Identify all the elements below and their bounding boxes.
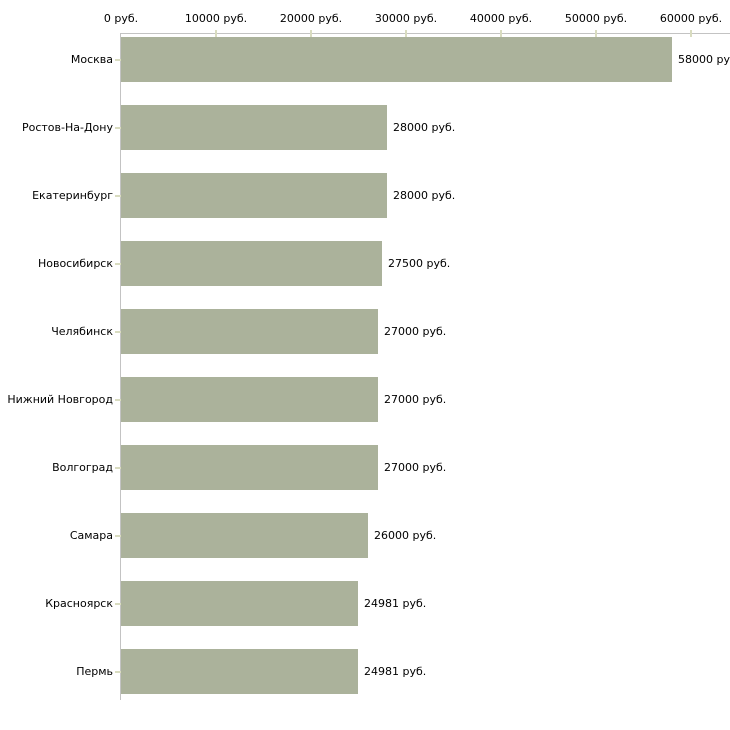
category-label: Самара (69, 529, 113, 542)
category-label: Волгоград (52, 461, 113, 474)
bar (121, 241, 382, 286)
x-axis-tick-label: 0 руб. (103, 12, 139, 25)
bar-row: Красноярск 24981 руб. (0, 581, 730, 626)
category-label: Нижний Новгород (7, 393, 113, 406)
bar (121, 513, 368, 558)
category-tick-mark (115, 331, 121, 333)
bar-value-label: 24981 руб. (364, 665, 427, 678)
category-tick-mark (115, 59, 121, 61)
bar (121, 37, 672, 82)
bar-row: Нижний Новгород 27000 руб. (0, 377, 730, 422)
x-axis-tick-label: 20000 руб. (279, 12, 343, 25)
category-tick-mark (115, 535, 121, 537)
category-label: Челябинск (51, 325, 113, 338)
bar-value-label: 58000 руб. (678, 53, 730, 66)
bar-value-label: 27500 руб. (388, 257, 451, 270)
category-tick-mark (115, 671, 121, 673)
x-axis-tick-label: 50000 руб. (564, 12, 628, 25)
x-axis-tick-label: 40000 руб. (469, 12, 533, 25)
x-axis-tick-mark (405, 30, 407, 37)
category-tick-mark (115, 127, 121, 129)
x-axis-tick-mark (595, 30, 597, 37)
bar (121, 377, 378, 422)
bar-row: Челябинск 27000 руб. (0, 309, 730, 354)
bar-row: Москва 58000 руб. (0, 37, 730, 82)
bar-row: Новосибирск 27500 руб. (0, 241, 730, 286)
bar-value-label: 27000 руб. (384, 393, 447, 406)
x-axis-tick-mark (690, 30, 692, 37)
category-tick-mark (115, 263, 121, 265)
bar-row: Пермь 24981 руб. (0, 649, 730, 694)
x-axis-tick-label: 60000 руб. (659, 12, 723, 25)
bar-value-label: 27000 руб. (384, 325, 447, 338)
category-tick-mark (115, 467, 121, 469)
x-axis-line (120, 33, 730, 34)
y-axis-line (120, 33, 121, 700)
category-label: Новосибирск (37, 257, 113, 270)
category-tick-mark (115, 603, 121, 605)
bar-row: Екатеринбург 28000 руб. (0, 173, 730, 218)
x-axis-tick-mark (310, 30, 312, 37)
x-axis-tick-label: 30000 руб. (374, 12, 438, 25)
x-axis-tick-mark (500, 30, 502, 37)
bar-row: Самара 26000 руб. (0, 513, 730, 558)
bar (121, 649, 358, 694)
category-tick-mark (115, 399, 121, 401)
category-label: Москва (70, 53, 113, 66)
category-label: Пермь (76, 665, 113, 678)
category-label: Красноярск (45, 597, 113, 610)
bar-row: Волгоград 27000 руб. (0, 445, 730, 490)
bar-value-label: 28000 руб. (393, 189, 456, 202)
x-axis-tick-mark (215, 30, 217, 37)
bar-value-label: 28000 руб. (393, 121, 456, 134)
bar (121, 309, 378, 354)
category-label: Екатеринбург (32, 189, 113, 202)
x-axis-tick-label: 10000 руб. (184, 12, 248, 25)
category-tick-mark (115, 195, 121, 197)
bar (121, 105, 387, 150)
category-label: Ростов-На-Дону (21, 121, 113, 134)
bar (121, 581, 358, 626)
bar (121, 445, 378, 490)
bar-value-label: 24981 руб. (364, 597, 427, 610)
bar (121, 173, 387, 218)
bar-row: Ростов-На-Дону 28000 руб. (0, 105, 730, 150)
bar-value-label: 27000 руб. (384, 461, 447, 474)
bar-value-label: 26000 руб. (374, 529, 437, 542)
